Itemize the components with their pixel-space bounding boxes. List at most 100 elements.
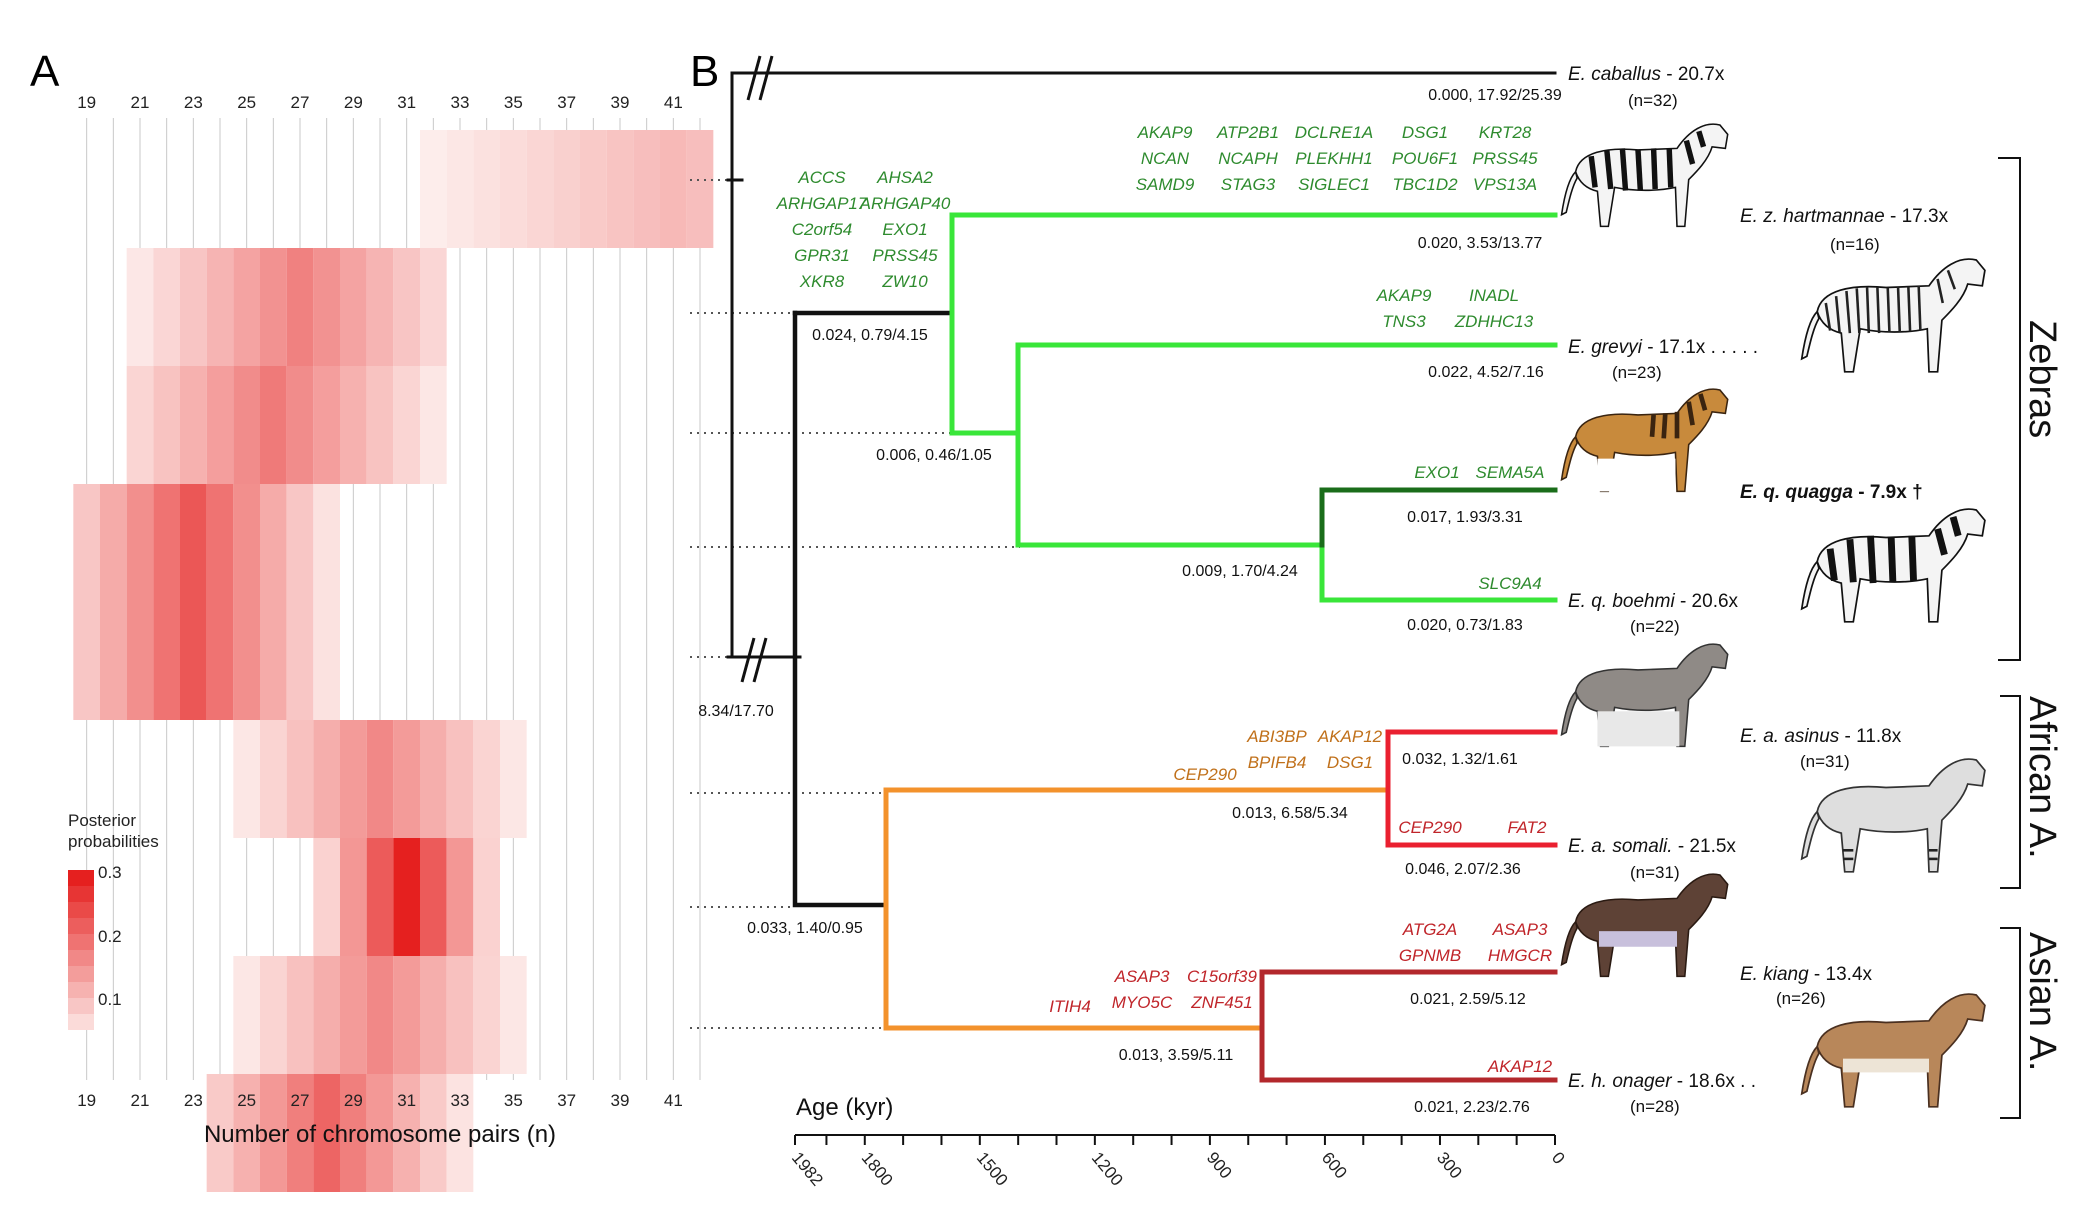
legend-tick-0-1: 0.1 [98,990,122,1009]
branch-labels: 0.000, 17.92/25.39 0.020, 3.53/13.77 0.0… [747,87,1562,1116]
legend-swatch [68,998,94,1014]
gene-label: AKAP9 [1137,123,1193,142]
age-tick-label: 1500 [973,1148,1012,1189]
gene-labels: ACCS ARHGAP17 C2orf54 GPR31 XKR8 AHSA2 ARHGAP4… [776,123,1553,1076]
heatmap-cell [366,956,394,1074]
bottom-tick-label: 35 [504,1091,523,1110]
branch-equus-crown [792,310,889,908]
species-somali: E. a. somali. - 21.5x [1568,836,1736,857]
onager-icon [1800,993,1986,1108]
heatmap-cell [580,130,607,248]
gene-label: C15orf39 [1187,967,1257,986]
heatmap-cell [313,484,340,602]
gene-label: PRSS45 [872,246,938,265]
label-grevyi: 0.022, 4.52/7.16 [1428,364,1544,381]
heatmap-cell [260,956,287,1074]
heatmap-cell [446,130,474,248]
age-tick-label: 1800 [858,1148,897,1189]
species-boehmi: E. q. boehmi - 20.6x [1568,591,1739,612]
gene-label: MYO5C [1112,993,1173,1012]
heatmap-cell [153,484,180,602]
legend-swatch [68,918,94,934]
gene-label: ACCS [797,168,846,187]
heatmap-cell [473,838,500,956]
panel-a-label: A [30,47,60,96]
gene-label: ZW10 [881,272,928,291]
gene-label: AKAP12 [1317,727,1383,746]
heatmap-cell [366,838,394,956]
legend-swatch [68,902,94,918]
legend-swatch [68,870,94,886]
heatmap-cell [206,484,234,602]
heatmap-cell [606,130,634,248]
legend-tick-0-2: 0.2 [98,927,122,946]
heatmap-cell [73,602,100,720]
heatmap-cell [526,130,554,248]
label-zebra-root: 0.024, 0.79/4.15 [812,327,928,344]
heatmap-top-ticks: 19 21 23 25 27 29 31 33 35 37 39 41 [77,93,683,112]
top-tick-label: 39 [611,93,630,112]
bottom-tick-label: 39 [611,1091,630,1110]
quagga-icon [1560,388,1729,493]
gene-label: KRT28 [1479,123,1532,142]
bottom-tick-label: 31 [397,1091,416,1110]
gene-label: AHSA2 [876,168,933,187]
species-caballus: E. caballus - 20.7x [1568,64,1725,85]
gene-label: ZDHHC13 [1454,312,1534,331]
top-tick-label: 23 [184,93,203,112]
label-quagga: 0.017, 1.93/3.31 [1407,509,1523,526]
gene-label: ITIH4 [1049,997,1091,1016]
heatmap-cell [73,484,100,602]
heatmap-cell [446,720,474,838]
root-branch-label: 8.34/17.70 [698,703,774,720]
age-axis-label: Age (kyr) [796,1094,893,1121]
gene-label: CEP290 [1173,765,1237,784]
bottom-tick-label: 41 [664,1091,683,1110]
gene-label: CEP290 [1398,818,1462,837]
gene-label: PLEKHH1 [1295,149,1372,168]
legend-title-line2: probabilities [68,832,159,851]
gene-label: C2orf54 [792,220,852,239]
gene-label: TBC1D2 [1392,175,1458,194]
gene-label: GPNMB [1399,946,1461,965]
heatmap-cell [233,602,260,720]
heatmap-cell [206,602,234,720]
heatmap-cell [206,1074,234,1192]
heatmap-cell [206,248,234,366]
label-african: 0.013, 6.58/5.34 [1232,805,1348,822]
top-tick-label: 41 [664,93,683,112]
bottom-tick-label: 33 [451,1091,470,1110]
species-hartmannae: E. z. hartmannae - 17.3x [1740,206,1949,227]
bottom-tick-label: 21 [131,1091,150,1110]
heatmap-cell [366,248,394,366]
label-zg: 0.006, 0.46/1.05 [876,447,992,464]
heatmap-cell [313,956,340,1074]
bottom-tick-label: 25 [237,1091,256,1110]
gene-label: GPR31 [794,246,850,265]
gene-label: ATG2A [1402,920,1457,939]
heatmap-cell [233,248,260,366]
species-asinus-n: (n=31) [1800,752,1850,771]
bottom-tick-label: 19 [77,1091,96,1110]
gene-label: DSG1 [1402,123,1448,142]
heatmap-cell [233,720,260,838]
heatmap-cell [553,130,580,248]
label-kiang: 0.021, 2.59/5.12 [1410,991,1526,1008]
heatmap-cell [340,366,367,484]
heatmap-cell [366,1074,394,1192]
gene-label: EXO1 [882,220,927,239]
heatmap-cell [686,130,714,248]
legend-swatch [68,886,94,902]
heatmap-cell [420,720,447,838]
gene-label: PRSS45 [1472,149,1538,168]
heatmap-cell [393,1074,420,1192]
heatmap-cell [260,602,287,720]
heatmap-cell [340,1074,367,1192]
heatmap-cell [153,366,180,484]
species-grevyi-n: (n=23) [1612,363,1662,382]
top-tick-label: 29 [344,93,363,112]
gene-label: ARHGAP17 [776,194,868,213]
top-tick-label: 25 [237,93,256,112]
heatmap-cell [180,484,207,602]
species-kiang-n: (n=26) [1776,989,1826,1008]
